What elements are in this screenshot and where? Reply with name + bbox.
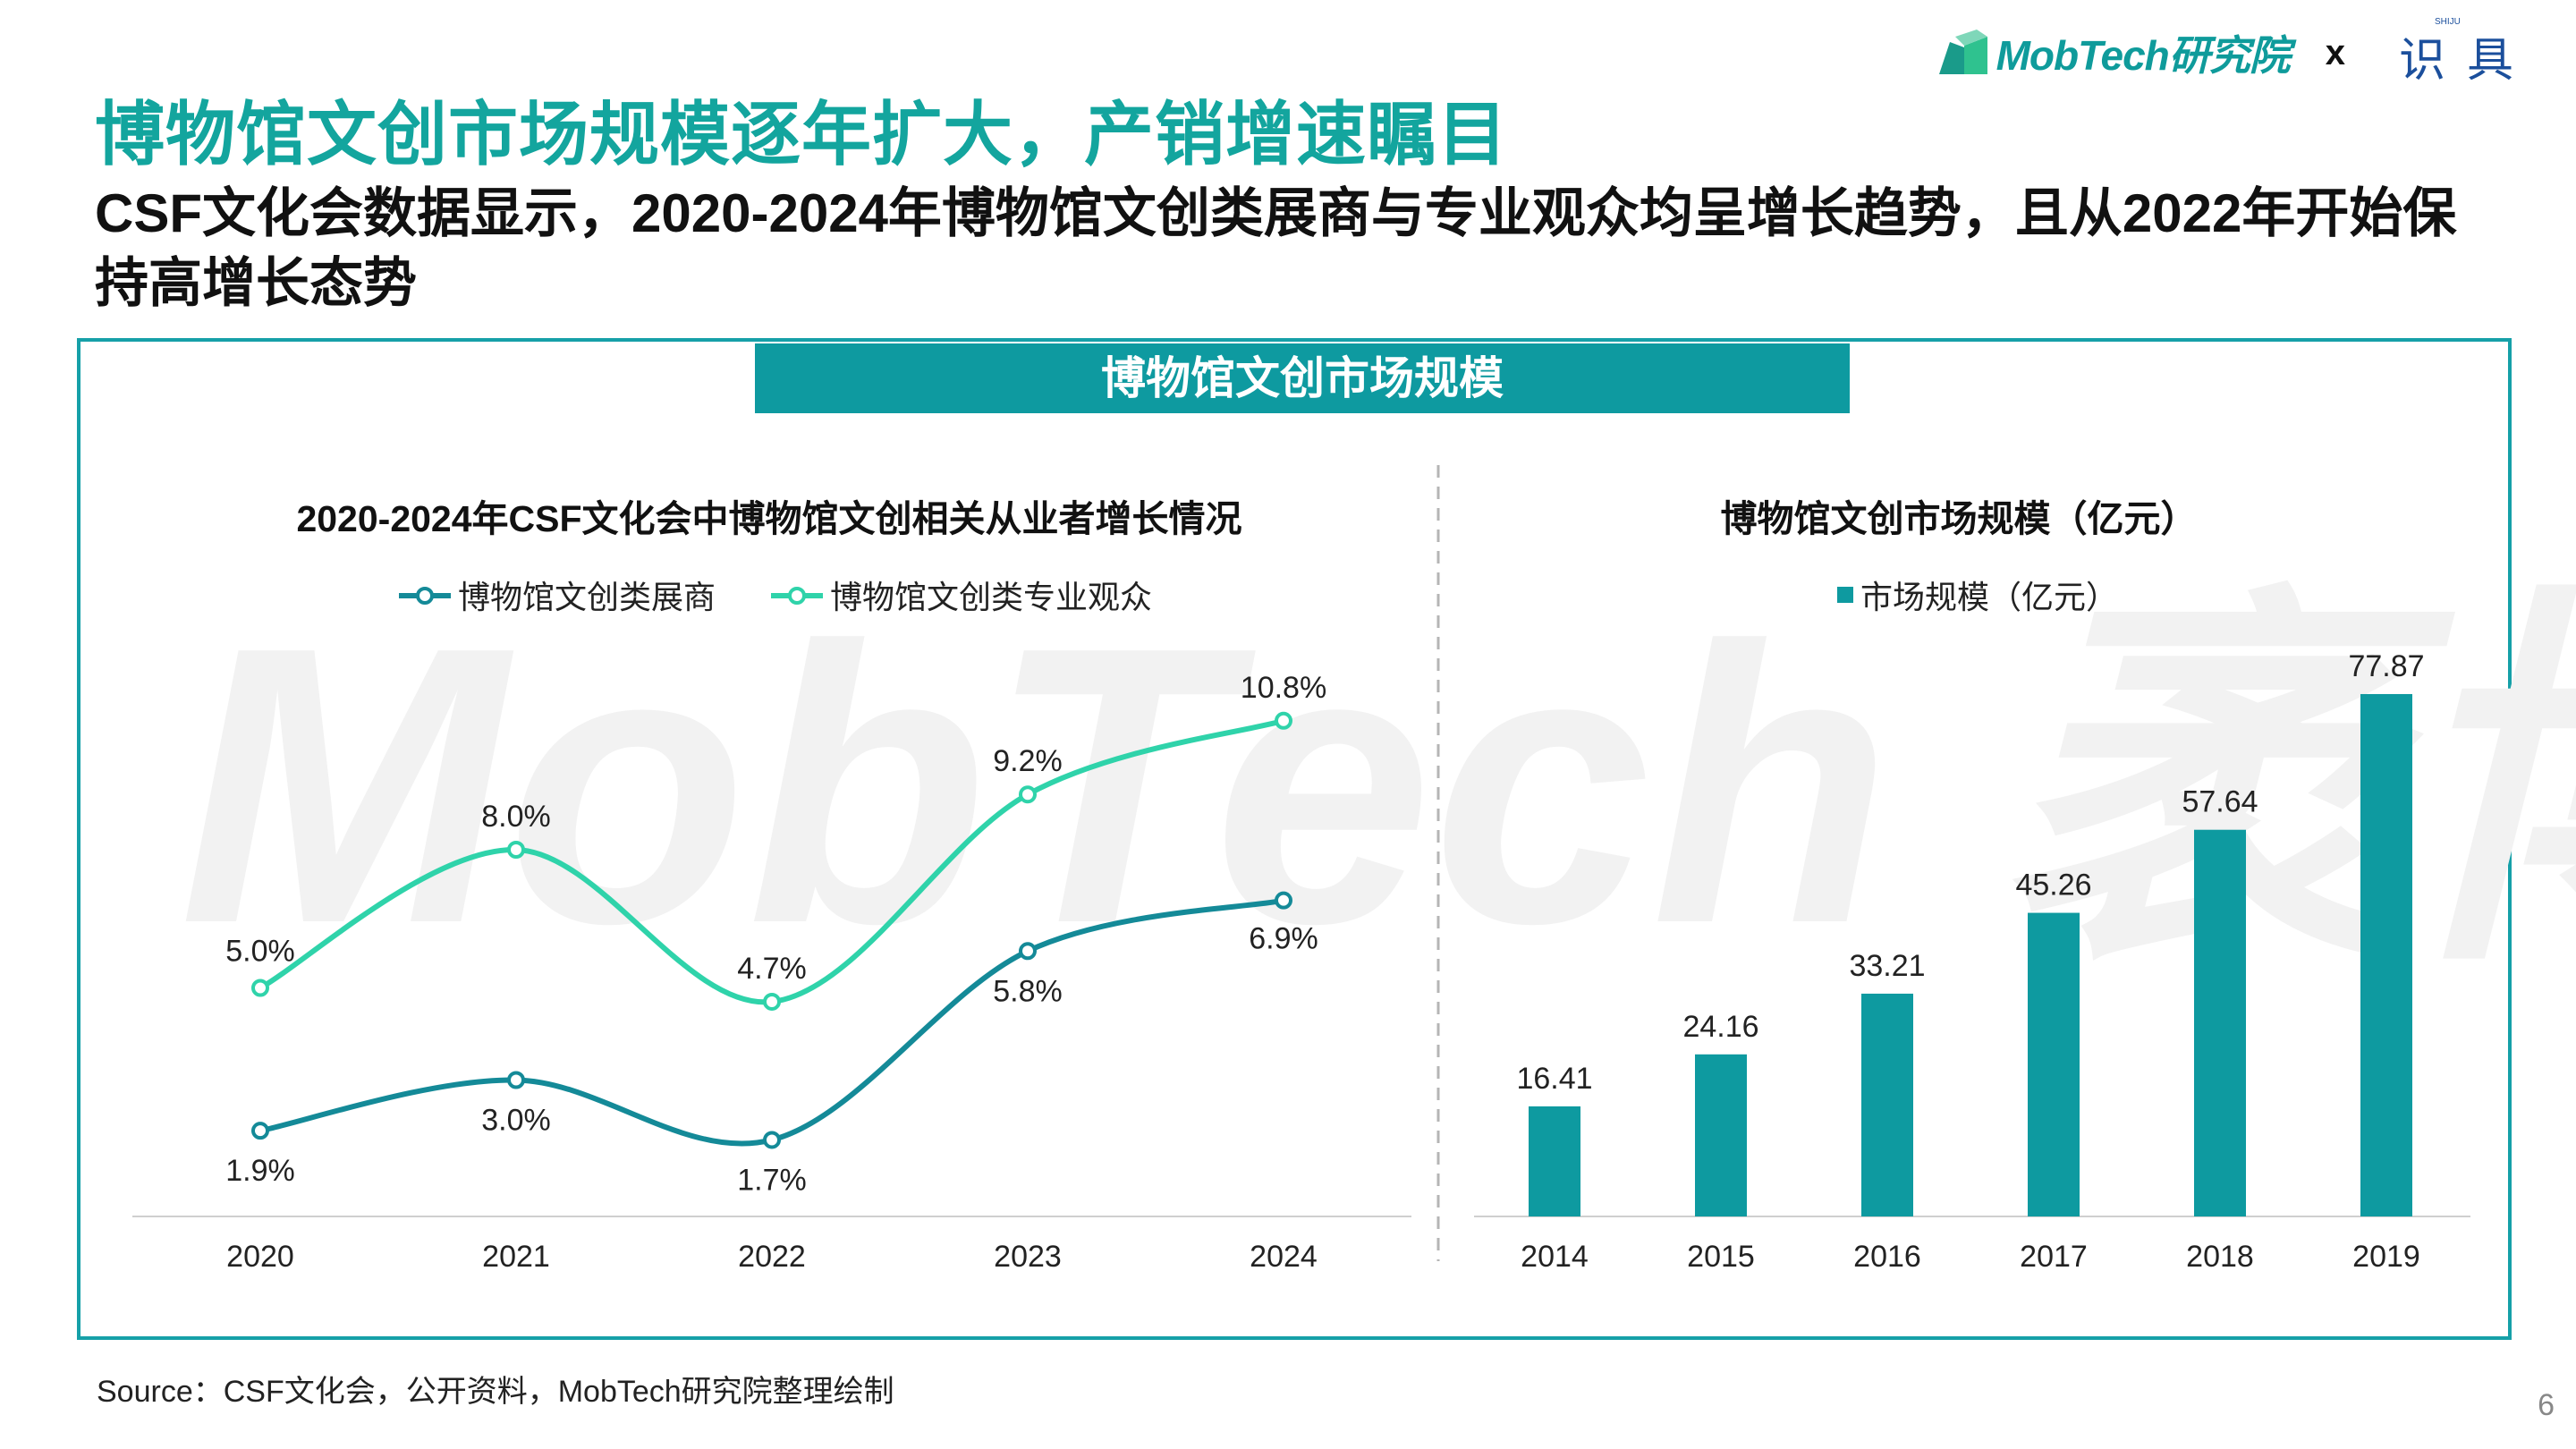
- watermark: MobTech 袤博: [179, 566, 2576, 1005]
- page-number: 6: [2538, 1388, 2555, 1422]
- data-label: 5.0%: [225, 935, 295, 969]
- x-tick-label: 2022: [738, 1240, 806, 1274]
- x-tick-label: 2016: [1853, 1240, 1921, 1274]
- x-tick-label: 2014: [1521, 1240, 1589, 1274]
- bar: [2360, 693, 2412, 1216]
- bar-chart-title: 博物馆文创市场规模（亿元）: [1721, 498, 2198, 539]
- header-logos: MobTech研究院 x SHIJU 识具: [1937, 17, 2533, 88]
- data-point: [763, 992, 781, 1011]
- x-tick-label: 2017: [2020, 1240, 2088, 1274]
- data-point: [251, 979, 269, 997]
- legend-label-visitors: 博物馆文创类专业观众: [830, 579, 1152, 615]
- collab-x-mark: x: [2325, 32, 2345, 72]
- x-tick-label: 2020: [226, 1240, 294, 1274]
- data-label: 4.7%: [737, 952, 807, 986]
- data-label: 9.2%: [993, 744, 1063, 778]
- bar: [1861, 993, 1913, 1216]
- x-tick-label: 2021: [482, 1240, 550, 1274]
- bar-chart-plot: 16.41 2014 24.16 2015 33.21 2016 45.26 2017 57.6…: [1516, 649, 2424, 1274]
- x-tick-label: 2024: [1250, 1240, 1318, 1274]
- data-label: 1.9%: [225, 1154, 295, 1188]
- bar: [2028, 912, 2080, 1216]
- content-frame: [77, 338, 2512, 1340]
- bar-value-label: 16.41: [1516, 1062, 1592, 1096]
- x-tick-label: 2015: [1687, 1240, 1755, 1274]
- data-label: 5.8%: [993, 974, 1063, 1008]
- mobtech-logo: MobTech研究院: [1937, 23, 2291, 82]
- bar-value-label: 77.87: [2348, 649, 2424, 683]
- bar-value-label: 57.64: [2182, 785, 2258, 819]
- data-point: [1275, 711, 1292, 730]
- line-chart-title: 2020-2024年CSF文化会中博物馆文创相关从业者增长情况: [296, 498, 1241, 539]
- bar: [1529, 1106, 1580, 1216]
- partner-logo-text: 识具: [2399, 34, 2536, 88]
- data-point: [251, 1122, 269, 1140]
- bar: [2194, 829, 2246, 1216]
- page-subtitle: CSF文化会数据显示，2020-2024年博物馆文创类展商与专业观众均呈增长趋势…: [95, 183, 2457, 313]
- bar-value-label: 24.16: [1682, 1010, 1758, 1044]
- data-label: 6.9%: [1249, 922, 1318, 956]
- legend-label-exhibitors: 博物馆文创类展商: [458, 579, 716, 615]
- x-tick-label: 2018: [2186, 1240, 2254, 1274]
- data-label: 8.0%: [481, 800, 551, 834]
- partner-logo: SHIJU 识具: [2381, 17, 2533, 89]
- source-note: Source：CSF文化会，公开资料，MobTech研究院整理绘制: [97, 1375, 894, 1409]
- legend-marker-exhibitors: [416, 587, 434, 605]
- data-label: 1.7%: [737, 1163, 807, 1197]
- bar-value-label: 45.26: [2015, 869, 2091, 902]
- partner-logo-top: SHIJU: [2435, 17, 2461, 27]
- logo-text: MobTech研究院: [1996, 32, 2291, 79]
- data-label: 3.0%: [481, 1104, 551, 1138]
- data-point: [1019, 785, 1037, 804]
- data-point: [507, 841, 525, 859]
- x-tick-label: 2019: [2352, 1240, 2420, 1274]
- legend-label-market: 市场规模（亿元）: [1860, 579, 2118, 615]
- page-title: 博物馆文创市场规模逐年扩大，产销增速瞩目: [95, 95, 1509, 174]
- data-point: [1275, 891, 1292, 910]
- line-chart-plot: 2020 2021 2022 2023 2024 1.9% 3.0% 1.7% 5.8% 6.9%…: [225, 671, 1326, 1274]
- data-point: [1019, 942, 1037, 961]
- bar-value-label: 33.21: [1849, 949, 1925, 983]
- section-banner: 博物馆文创市场规模: [755, 343, 1850, 413]
- mobtech-logo-icon: [1938, 30, 1987, 74]
- line-legend: 博物馆文创类展商 博物馆文创类专业观众: [399, 579, 1152, 615]
- data-point: [507, 1071, 525, 1089]
- data-point: [763, 1131, 781, 1149]
- bar-legend: 市场规模（亿元）: [1837, 579, 2118, 615]
- data-label: 10.8%: [1241, 671, 1326, 705]
- x-tick-label: 2023: [994, 1240, 1062, 1274]
- legend-marker-visitors: [788, 587, 806, 605]
- bar: [1695, 1054, 1747, 1216]
- legend-swatch-market: [1837, 587, 1853, 603]
